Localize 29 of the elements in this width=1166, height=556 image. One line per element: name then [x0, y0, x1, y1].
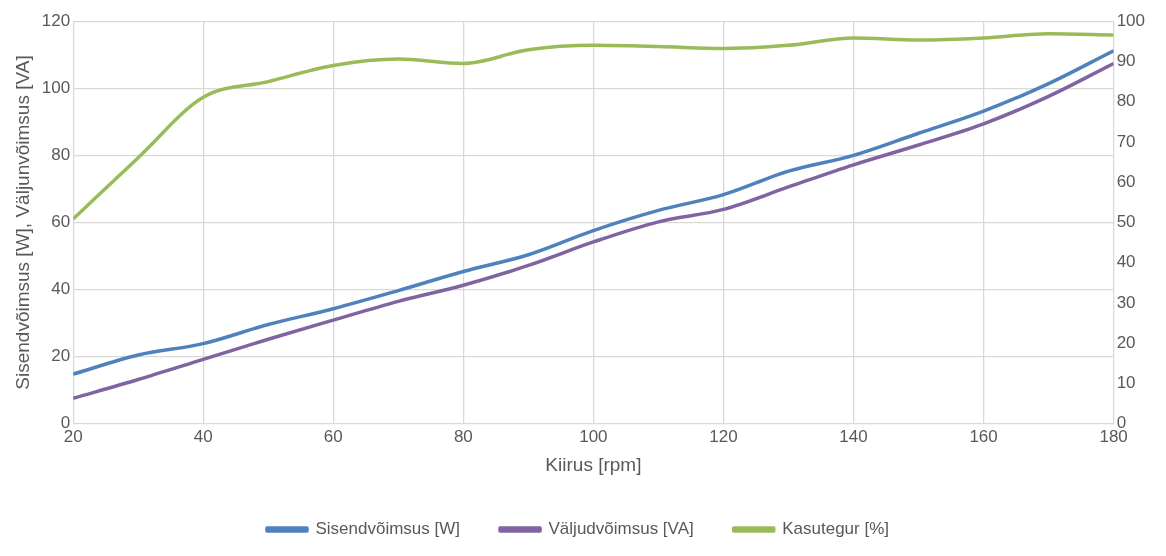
y-tick-label: 120 [41, 10, 71, 30]
y-tick-label: 20 [51, 346, 71, 366]
y2-tick-label: 90 [1116, 51, 1136, 71]
legend-label: Väljudvõimsus [VA] [548, 519, 694, 539]
y2-tick-label: 10 [1116, 373, 1136, 393]
line-series [73, 31, 1114, 221]
x-tick-label: 120 [709, 426, 738, 446]
y-tick-label: 80 [51, 145, 71, 165]
x-tick-label: 80 [453, 426, 473, 446]
legend-label: Sisendvõimsus [W] [315, 519, 461, 539]
x-axis-title: Kiirus [rpm] [545, 453, 642, 475]
x-tick-label: 160 [969, 426, 998, 446]
y-tick-label: 100 [41, 77, 71, 97]
y2-tick-label: 60 [1116, 171, 1136, 191]
y2-tick-label: 40 [1116, 252, 1136, 272]
y2-tick-label: 20 [1116, 332, 1136, 352]
x-tick-label: 40 [193, 426, 213, 446]
y-tick-label: 40 [51, 279, 71, 299]
x-tick-label: 60 [323, 426, 343, 446]
x-tick-label: 100 [579, 426, 608, 446]
y-axis-title: Sisendvõimsus [W], Väljunvõimsus [VA] [11, 55, 33, 390]
y2-tick-label: 50 [1116, 212, 1136, 232]
x-tick-label: 140 [839, 426, 868, 446]
y2-tick-label: 30 [1116, 292, 1136, 312]
y2-tick-label: 80 [1116, 91, 1136, 111]
legend-label: Kasutegur [%] [782, 519, 890, 539]
y2-tick-label: 100 [1116, 10, 1146, 30]
y2-tick-label: 70 [1116, 131, 1136, 151]
y-tick-label: 60 [51, 212, 71, 232]
